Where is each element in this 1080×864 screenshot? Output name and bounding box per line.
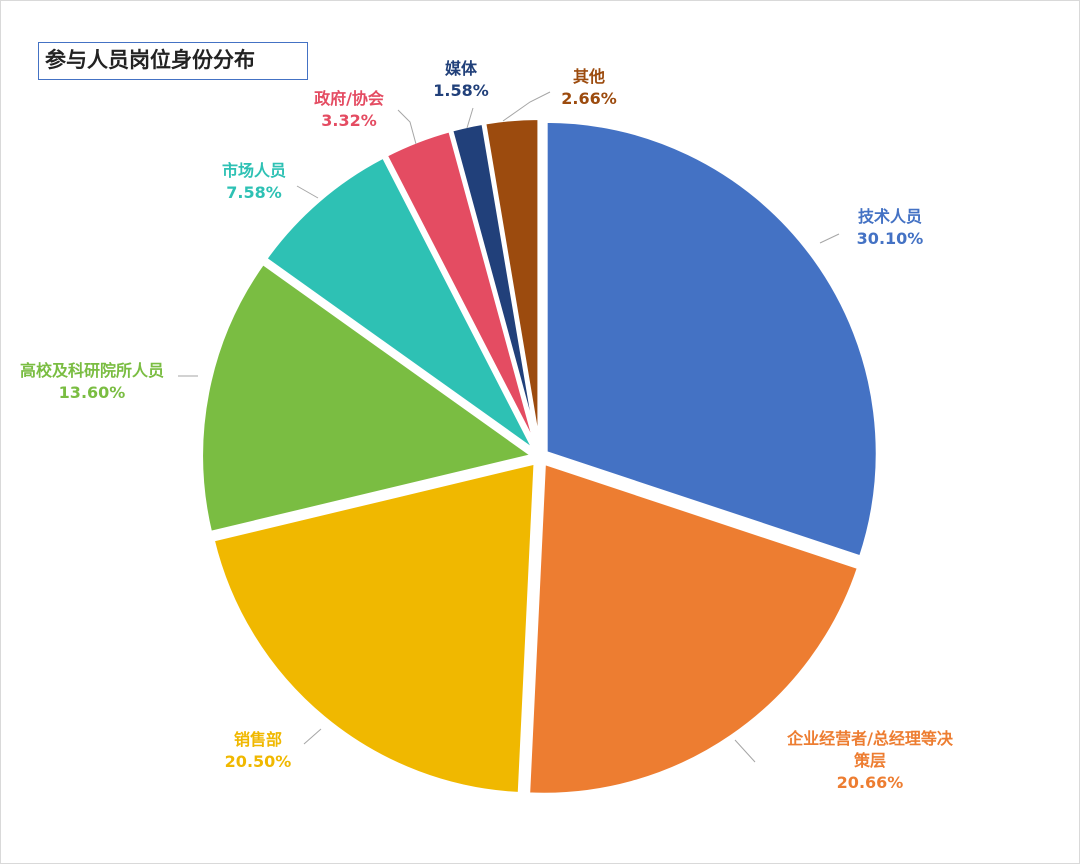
- leader-line: [502, 91, 551, 122]
- slice-value-label: 20.50%: [225, 752, 292, 771]
- slice-label: 技术人员: [858, 207, 922, 226]
- slice-label: 市场人员: [222, 161, 286, 180]
- slice-label: 其他: [573, 67, 605, 86]
- leader-line: [303, 728, 322, 745]
- pie-slice: [210, 460, 538, 797]
- leader-line: [397, 109, 417, 145]
- leader-line: [734, 739, 756, 763]
- slice-label: 高校及科研院所人员: [20, 361, 164, 380]
- pie-slice: [482, 116, 542, 453]
- leader-line: [466, 107, 474, 129]
- slice-value-label: 2.66%: [561, 89, 617, 108]
- slice-label: 企业经营者/总经理等决: [786, 729, 954, 748]
- slice-label: 销售部: [234, 730, 282, 749]
- slice-label: 媒体: [445, 59, 478, 78]
- pie-slice: [263, 154, 538, 454]
- slice-label: 策层: [853, 751, 886, 770]
- pie-slice: [526, 460, 862, 797]
- leader-line: [296, 185, 319, 199]
- pie-slice: [199, 260, 536, 535]
- pie-slice: [543, 118, 880, 560]
- slice-value-label: 20.66%: [837, 773, 904, 792]
- slice-value-label: 3.32%: [321, 111, 377, 130]
- slice-value-label: 13.60%: [59, 383, 126, 402]
- slice-label: 政府/协会: [314, 89, 384, 108]
- chart-title: 参与人员岗位身份分布: [38, 42, 308, 80]
- slice-value-label: 1.58%: [433, 81, 489, 100]
- slice-value-label: 7.58%: [226, 183, 282, 202]
- leader-line: [819, 233, 840, 244]
- slice-value-label: 30.10%: [857, 229, 924, 248]
